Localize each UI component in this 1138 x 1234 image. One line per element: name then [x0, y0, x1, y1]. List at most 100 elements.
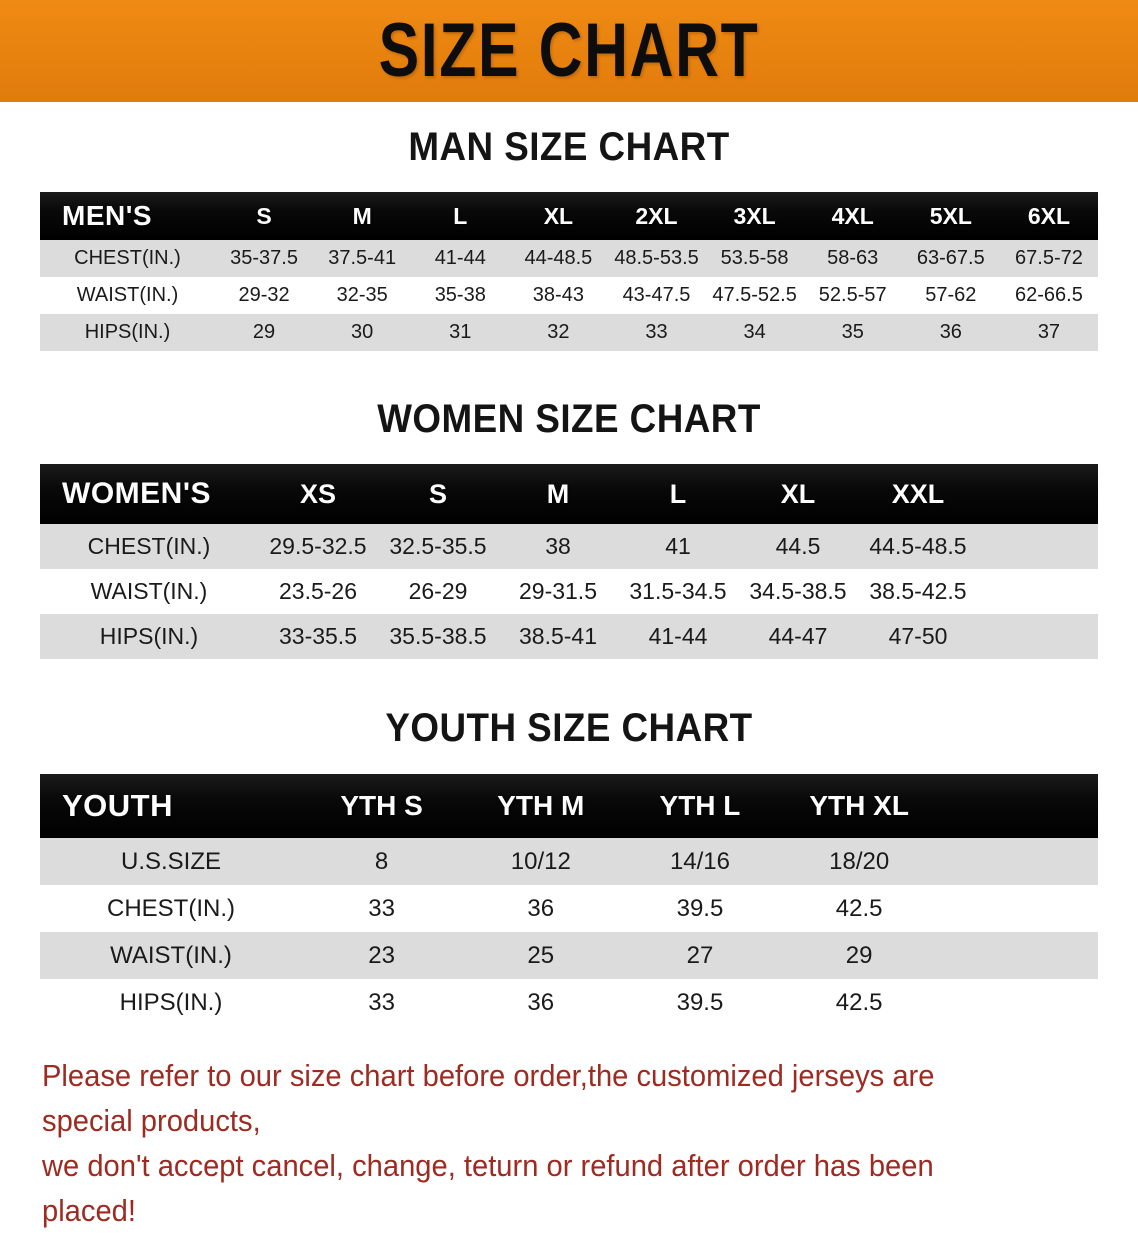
row-header-label-men: MEN'S	[62, 200, 153, 231]
cell-value: 42.5	[835, 894, 883, 922]
cell-value: 47.5-52.5	[712, 284, 797, 306]
column-header-5xl: 5XL	[929, 202, 972, 229]
cell-value: 37	[1037, 321, 1061, 343]
disclaimer-line-1: Please refer to our size chart before or…	[42, 1058, 935, 1138]
cell-value: 29	[845, 941, 873, 969]
size-table-man: MEN'S S M L XL 2XL 3XL 4XL 5XL 6XL CHEST…	[40, 192, 1098, 351]
row-label-us-size: U.S.SIZE	[120, 847, 222, 875]
table-row: WAIST(IN.) 23.5-26 26-29 29-31.5 31.5-34…	[40, 569, 1098, 614]
cell-value: 23	[368, 941, 395, 969]
cell-value: 33-35.5	[278, 623, 357, 649]
cell-value: 38.5-42.5	[869, 578, 967, 604]
section-title-youth: YOUTH SIZE CHART	[385, 706, 753, 750]
row-label-waist: WAIST(IN.)	[76, 284, 179, 306]
column-header-2xl: 2XL	[635, 202, 678, 229]
cell-value: 29-31.5	[518, 578, 597, 604]
row-header-label-womens: WOMEN'S	[62, 477, 211, 510]
cell-value: 31.5-34.5	[629, 578, 727, 604]
cell-value: 67.5-72	[1015, 247, 1083, 269]
row-label-hips: HIPS(IN.)	[84, 321, 171, 343]
column-header-m: M	[546, 478, 570, 509]
cell-value: 44.5	[775, 533, 821, 559]
cell-value: 44.5-48.5	[869, 533, 967, 559]
size-table-women: WOMEN'S XS S M L XL XXL CHEST(IN.) 29.5-…	[40, 464, 1098, 659]
column-header-s: S	[256, 202, 272, 229]
row-label-hips: HIPS(IN.)	[99, 623, 199, 649]
cell-value: 58-63	[827, 247, 879, 269]
column-header-yth-xl: YTH XL	[809, 790, 909, 821]
section-man: MAN SIZE CHART MEN'S S M L XL 2XL 3XL 4X…	[0, 125, 1138, 351]
row-label-waist: WAIST(IN.)	[110, 941, 232, 969]
cell-value-empty	[978, 524, 1098, 569]
column-header-empty	[939, 774, 1098, 838]
table-body-youth: U.S.SIZE 8 10/12 14/16 18/20 CHEST(IN.) …	[40, 838, 1098, 1026]
column-header-yth-s: YTH S	[340, 790, 423, 821]
disclaimer-text: Please refer to our size chart before or…	[0, 1054, 1138, 1234]
cell-value: 57-62	[925, 284, 977, 306]
cell-value: 38.5-41	[518, 623, 597, 649]
cell-value: 48.5-53.5	[614, 247, 699, 269]
column-header-l: L	[453, 202, 468, 229]
cell-value: 29	[252, 321, 276, 343]
table-row: U.S.SIZE 8 10/12 14/16 18/20	[40, 838, 1098, 885]
cell-value: 26-29	[408, 578, 468, 604]
cell-value: 37.5-41	[328, 247, 397, 269]
cell-value: 39.5	[676, 988, 724, 1016]
cell-value: 47-50	[888, 623, 948, 649]
column-header-xs: XS	[299, 478, 337, 509]
table-head-youth: YOUTH YTH S YTH M YTH L YTH XL	[40, 774, 1098, 838]
column-header-s: S	[428, 478, 447, 509]
table-row: CHEST(IN.) 33 36 39.5 42.5	[40, 885, 1098, 932]
column-header-xxl: XXL	[891, 478, 945, 509]
table-header-row: MEN'S S M L XL 2XL 3XL 4XL 5XL 6XL	[40, 192, 1098, 240]
column-header-yth-m: YTH M	[497, 790, 585, 821]
table-body-man: CHEST(IN.) 35-37.5 37.5-41 41-44 44-48.5…	[40, 240, 1098, 351]
cell-value: 32-35	[336, 284, 388, 306]
cell-value: 30	[351, 321, 374, 343]
table-row: WAIST(IN.) 23 25 27 29	[40, 932, 1098, 979]
cell-value: 34.5-38.5	[749, 578, 847, 604]
cell-value: 10/12	[510, 847, 571, 875]
cell-value: 32	[547, 321, 570, 343]
cell-value: 18/20	[829, 847, 890, 875]
table-row: WAIST(IN.) 29-32 32-35 35-38 38-43 43-47…	[40, 277, 1098, 314]
page-title: SIZE CHART	[378, 8, 760, 93]
page-banner: SIZE CHART	[0, 0, 1138, 102]
cell-value: 63-67.5	[916, 247, 985, 269]
cell-value: 41-44	[648, 623, 708, 649]
column-header-l: L	[669, 478, 687, 509]
table-header-row: YOUTH YTH S YTH M YTH L YTH XL	[40, 774, 1098, 838]
table-row: CHEST(IN.) 29.5-32.5 32.5-35.5 38 41 44.…	[40, 524, 1098, 569]
column-header-xl: XL	[543, 202, 574, 229]
cell-value: 42.5	[835, 988, 883, 1016]
row-label-chest: CHEST(IN.)	[74, 247, 181, 269]
cell-value: 27	[686, 941, 714, 969]
cell-value: 36	[527, 894, 555, 922]
cell-value: 38	[545, 533, 571, 559]
cell-value: 52.5-57	[818, 284, 887, 306]
row-header-label-youth: YOUTH	[62, 788, 173, 823]
cell-value: 31	[449, 321, 472, 343]
cell-value-empty	[978, 569, 1098, 614]
cell-value: 33	[368, 894, 395, 922]
cell-value: 35	[841, 321, 864, 343]
row-label-waist: WAIST(IN.)	[90, 578, 208, 604]
cell-value: 44-47	[768, 623, 828, 649]
row-label-hips: HIPS(IN.)	[119, 988, 223, 1016]
section-title-man: MAN SIZE CHART	[408, 125, 730, 169]
table-header-row: WOMEN'S XS S M L XL XXL	[40, 464, 1098, 524]
cell-value: 29-32	[238, 284, 290, 306]
cell-value: 29.5-32.5	[269, 533, 367, 559]
section-women: WOMEN SIZE CHART WOMEN'S XS S M L XL XXL…	[0, 397, 1138, 659]
table-row: CHEST(IN.) 35-37.5 37.5-41 41-44 44-48.5…	[40, 240, 1098, 277]
section-youth: YOUTH SIZE CHART YOUTH YTH S YTH M YTH L…	[0, 706, 1138, 1026]
cell-value: 34	[743, 321, 766, 343]
cell-value-empty	[939, 932, 1098, 979]
size-table-youth: YOUTH YTH S YTH M YTH L YTH XL U.S.SIZE …	[40, 774, 1098, 1026]
cell-value: 36	[939, 321, 962, 343]
cell-value-empty	[939, 885, 1098, 932]
cell-value: 25	[527, 941, 555, 969]
cell-value: 32.5-35.5	[389, 533, 487, 559]
cell-value: 8	[374, 847, 389, 875]
table-head-man: MEN'S S M L XL 2XL 3XL 4XL 5XL 6XL	[40, 192, 1098, 240]
